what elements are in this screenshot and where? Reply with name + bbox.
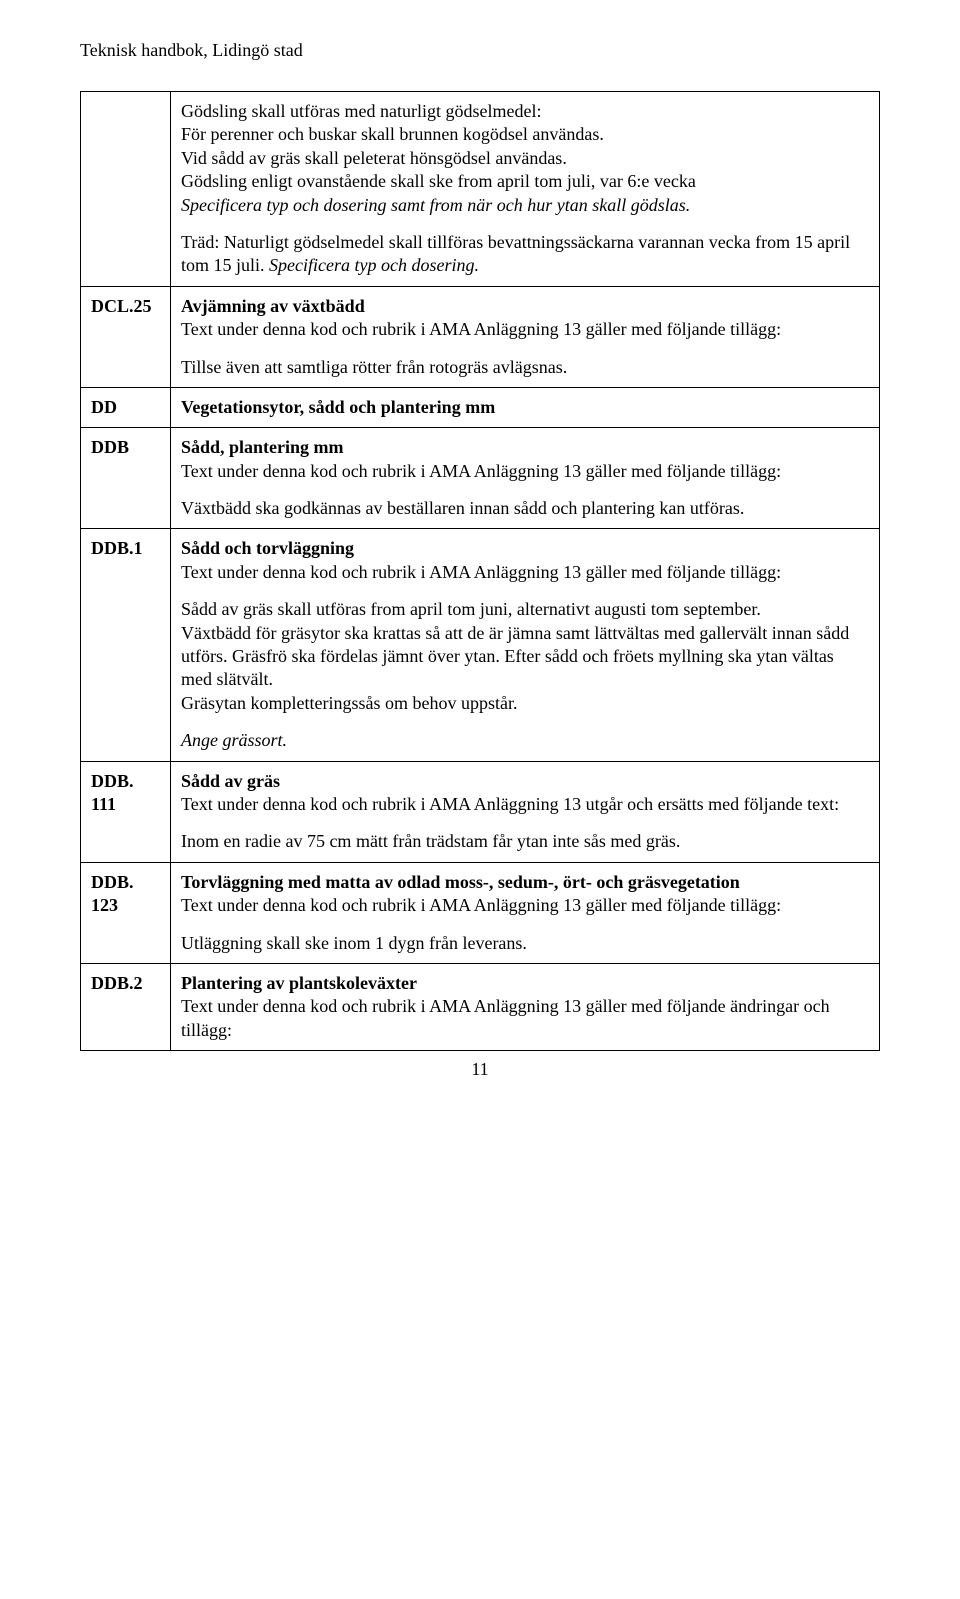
paragraph: Text under denna kod och rubrik i AMA An…: [181, 894, 869, 917]
paragraph: Text under denna kod och rubrik i AMA An…: [181, 318, 869, 341]
paragraph: Träd: Naturligt gödselmedel skall tillfö…: [181, 231, 869, 278]
paragraph: Torvläggning med matta av odlad moss-, s…: [181, 871, 869, 894]
paragraph: Sådd av gräs skall utföras from april to…: [181, 598, 869, 621]
paragraph: Text under denna kod och rubrik i AMA An…: [181, 561, 869, 584]
paragraph: Text under denna kod och rubrik i AMA An…: [181, 793, 869, 816]
page-number: 11: [80, 1059, 880, 1080]
content-cell: Avjämning av växtbäddText under denna ko…: [171, 286, 880, 387]
paragraph: Sådd, plantering mm: [181, 436, 869, 459]
content-cell: Gödsling skall utföras med naturligt göd…: [171, 92, 880, 287]
code-cell: DCL.25: [81, 286, 171, 387]
paragraph: Gödsling skall utföras med naturligt göd…: [181, 100, 869, 123]
table-row: DDB.1Sådd och torvläggningText under den…: [81, 529, 880, 761]
content-cell: Sådd och torvläggningText under denna ko…: [171, 529, 880, 761]
code-cell: DDB: [81, 428, 171, 529]
code-cell: DDB. 111: [81, 761, 171, 862]
table-row: DDB. 111Sådd av gräsText under denna kod…: [81, 761, 880, 862]
paragraph: Växtbädd ska godkännas av beställaren in…: [181, 497, 869, 520]
table-row: DDB.2Plantering av plantskoleväxterText …: [81, 963, 880, 1050]
paragraph: Utläggning skall ske inom 1 dygn från le…: [181, 932, 869, 955]
document-page: Teknisk handbok, Lidingö stad Gödsling s…: [0, 0, 960, 1100]
code-cell: DDB. 123: [81, 862, 171, 963]
paragraph: Tillse även att samtliga rötter från rot…: [181, 356, 869, 379]
table-row: DD Vegetationsytor, sådd och plantering m…: [81, 387, 880, 427]
table-row: DDBSådd, plantering mmText under denna k…: [81, 428, 880, 529]
paragraph: Text under denna kod och rubrik i AMA An…: [181, 995, 869, 1042]
page-header-title: Teknisk handbok, Lidingö stad: [80, 40, 880, 61]
code-cell: [81, 92, 171, 287]
paragraph: Inom en radie av 75 cm mätt från trädsta…: [181, 830, 869, 853]
table-row: DDB. 123 Torvläggning med matta av odlad …: [81, 862, 880, 963]
table-row: DCL.25Avjämning av växtbäddText under de…: [81, 286, 880, 387]
paragraph: Vid sådd av gräs skall peleterat hönsgöd…: [181, 147, 869, 170]
code-cell: DDB.1: [81, 529, 171, 761]
paragraph: Gödsling enligt ovanstående skall ske fr…: [181, 170, 869, 193]
content-cell: Sådd av gräsText under denna kod och rub…: [171, 761, 880, 862]
paragraph: För perenner och buskar skall brunnen ko…: [181, 123, 869, 146]
paragraph: Ange grässort.: [181, 729, 869, 752]
content-cell: Torvläggning med matta av odlad moss-, s…: [171, 862, 880, 963]
paragraph: Specificera typ och dosering samt from n…: [181, 194, 869, 217]
content-cell: Vegetationsytor, sådd och plantering mm: [171, 387, 880, 427]
paragraph: Avjämning av växtbädd: [181, 295, 869, 318]
content-cell: Plantering av plantskoleväxterText under…: [171, 963, 880, 1050]
spec-table: Gödsling skall utföras med naturligt göd…: [80, 91, 880, 1051]
paragraph: Sådd och torvläggning: [181, 537, 869, 560]
paragraph: Gräsytan kompletteringssås om behov upps…: [181, 692, 869, 715]
code-cell: DDB.2: [81, 963, 171, 1050]
table-row: Gödsling skall utföras med naturligt göd…: [81, 92, 880, 287]
code-cell: DD: [81, 387, 171, 427]
paragraph: Plantering av plantskoleväxter: [181, 972, 869, 995]
paragraph: Sådd av gräs: [181, 770, 869, 793]
paragraph: Växtbädd för gräsytor ska krattas så att…: [181, 622, 869, 692]
paragraph: Vegetationsytor, sådd och plantering mm: [181, 396, 869, 419]
content-cell: Sådd, plantering mmText under denna kod …: [171, 428, 880, 529]
paragraph: Text under denna kod och rubrik i AMA An…: [181, 460, 869, 483]
